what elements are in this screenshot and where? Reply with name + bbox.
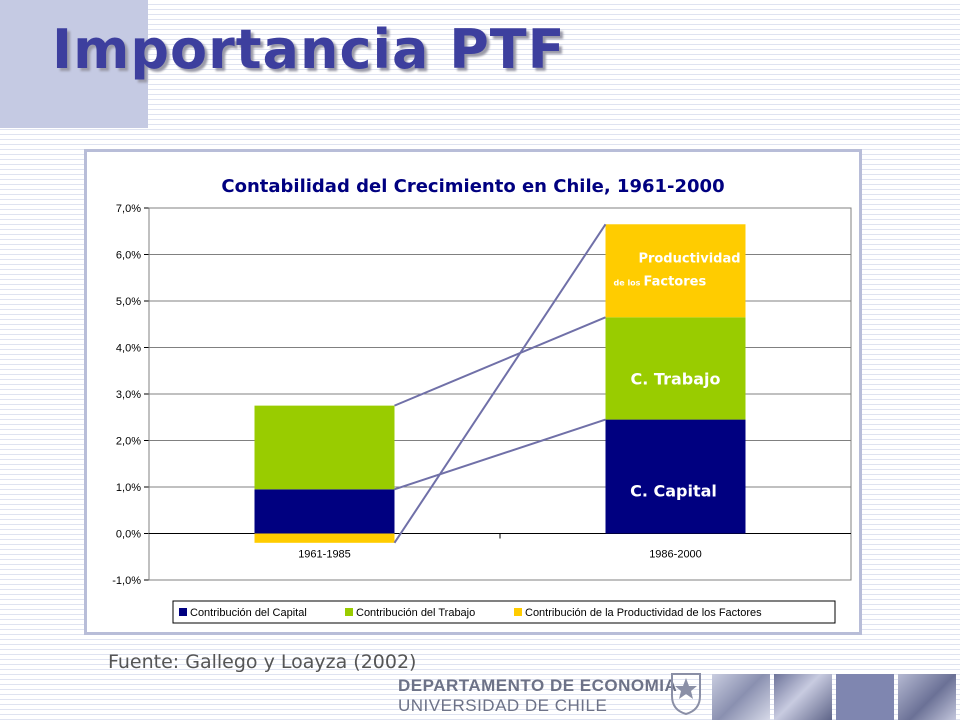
- bar-segment: [254, 533, 395, 543]
- footer-photo-handshake-icon: [774, 674, 832, 720]
- y-tick-label: 4,0%: [116, 343, 141, 355]
- legend-label: Contribución de la Productividad de los …: [525, 607, 762, 619]
- connector-line: [394, 316, 606, 407]
- slide-title: Importancia PTF: [52, 18, 566, 81]
- plot-area: [148, 207, 852, 581]
- source-note: Fuente: Gallego y Loayza (2002): [108, 651, 417, 673]
- y-tick-label: 2,0%: [116, 436, 141, 448]
- annotation-capital: C. Capital: [630, 482, 717, 501]
- annotation-ptf-small: de los: [614, 278, 641, 287]
- bar-segment: [605, 224, 746, 318]
- x-tick-label: 1986-2000: [649, 549, 702, 561]
- bar-segment: [605, 419, 746, 534]
- footer-photo-writing-icon: [898, 674, 956, 720]
- y-tick-label: 0,0%: [116, 529, 141, 541]
- department-name: DEPARTAMENTO DE ECONOMIA: [398, 676, 678, 695]
- bar-segment: [605, 317, 746, 420]
- annotation-ptf-line1: Productividad: [638, 251, 740, 266]
- y-tick-label: 3,0%: [116, 389, 141, 401]
- corner-decoration: [0, 0, 148, 128]
- y-tick-label: 5,0%: [116, 296, 141, 308]
- legend-label: Contribución del Capital: [190, 607, 307, 619]
- university-crest-icon: [671, 673, 701, 716]
- legend-swatch: [514, 608, 522, 616]
- chart-title: Contabilidad del Crecimiento en Chile, 1…: [221, 176, 724, 197]
- legend-box: [172, 600, 836, 624]
- connector-line: [393, 223, 607, 544]
- legend-swatch: [179, 608, 187, 616]
- bar-segment: [254, 405, 395, 490]
- footer-photo-hands-icon: [712, 674, 770, 720]
- annotation-ptf-line2: Factores: [644, 274, 707, 289]
- y-tick-label: 7,0%: [116, 203, 141, 215]
- footer-photo-strip: [712, 674, 956, 720]
- y-tick-label: 6,0%: [116, 250, 141, 262]
- university-name: UNIVERSIDAD DE CHILE: [398, 696, 608, 715]
- chart-frame: Contabilidad del Crecimiento en Chile, 1…: [84, 149, 862, 635]
- annotation-trabajo: C. Trabajo: [631, 369, 721, 388]
- bar-segment: [254, 489, 395, 534]
- department-logo-text: DEPARTAMENTO DE ECONOMIA UNIVERSIDAD DE …: [398, 676, 677, 716]
- growth-accounting-chart: Contabilidad del Crecimiento en Chile, 1…: [112, 176, 852, 624]
- y-tick-label: -1,0%: [112, 575, 141, 587]
- footer-photo-blank-icon: [836, 674, 894, 720]
- y-tick-label: 1,0%: [116, 482, 141, 494]
- legend-label: Contribución del Trabajo: [356, 607, 475, 619]
- x-tick-label: 1961-1985: [298, 549, 351, 561]
- connector-line: [394, 418, 606, 491]
- legend-swatch: [345, 608, 353, 616]
